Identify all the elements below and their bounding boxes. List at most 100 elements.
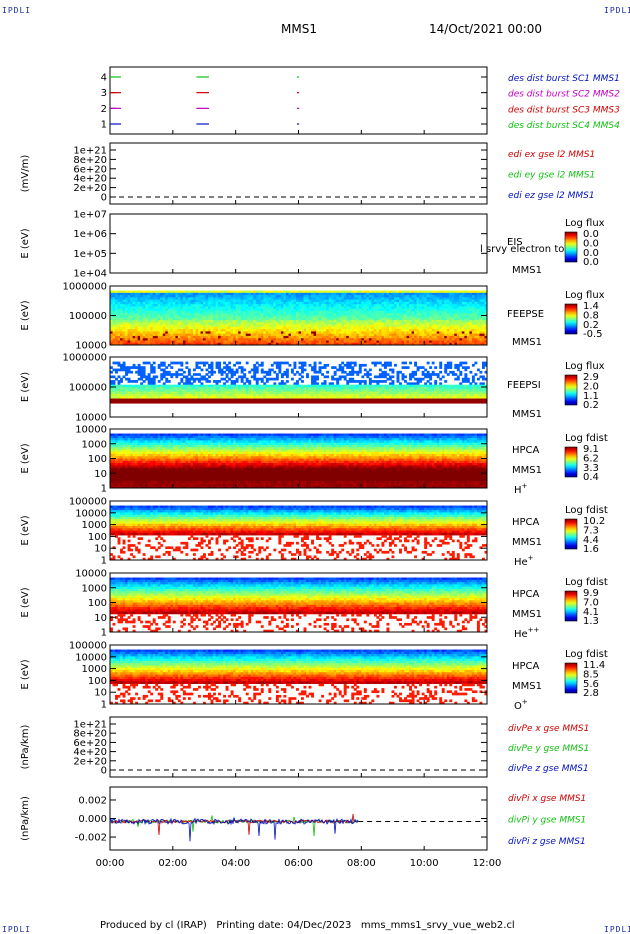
- feepse-cell: [479, 331, 483, 335]
- feepse-cell: [200, 331, 204, 335]
- feepse-cell: [260, 333, 264, 337]
- feepse-cell: [388, 335, 392, 339]
- feepse-cell: [220, 333, 224, 337]
- feepse-cell: [454, 306, 458, 310]
- feepse-cell: [243, 331, 247, 335]
- feepsi-cell: [275, 391, 279, 395]
- feepse-cell: [137, 331, 141, 335]
- feepsi-cell: [225, 387, 229, 390]
- feepsi-cell: [225, 375, 229, 379]
- feepse-cell: [449, 335, 453, 339]
- feepse-cell: [200, 335, 204, 339]
- feepse-cell: [157, 299, 161, 303]
- feepse-cell: [366, 295, 370, 298]
- feepsi-cell: [240, 400, 244, 404]
- feepse-cell: [275, 322, 279, 325]
- feepse-cell: [235, 331, 239, 335]
- feepsi-cell: [303, 389, 307, 393]
- feepse-cell: [240, 297, 244, 301]
- feepsi-cell: [283, 396, 287, 399]
- feepse-cell: [328, 326, 332, 330]
- feepse-cell: [172, 301, 176, 305]
- feepse-cell: [409, 326, 412, 330]
- feepse-cell: [245, 295, 249, 298]
- feepse-cell: [401, 331, 405, 335]
- feepse-cell: [456, 324, 460, 328]
- feepse-cell: [290, 335, 294, 339]
- feepse-cell: [469, 317, 473, 321]
- feepse-cell: [368, 304, 372, 307]
- feepsi-cell: [147, 387, 151, 390]
- feepsi-cell: [298, 384, 302, 388]
- feepse-cell: [115, 331, 118, 335]
- feepsi-cell: [225, 396, 229, 399]
- feepsi-cell: [361, 363, 365, 367]
- feepse-cell: [225, 290, 229, 294]
- feepse-cell: [464, 342, 468, 346]
- feepse-cell: [318, 331, 322, 335]
- feepsi-cell: [333, 398, 337, 402]
- feepse-cell: [197, 335, 201, 339]
- feepse-cell: [295, 342, 299, 346]
- feepse-cell: [366, 304, 370, 307]
- feepse-cell: [311, 295, 314, 298]
- feepse-cell: [117, 331, 121, 335]
- feepse-cell: [421, 329, 425, 332]
- feepse-cell: [213, 317, 216, 321]
- feepsi-cell: [230, 368, 234, 372]
- feepsi-cell: [110, 384, 113, 388]
- feepse-cell: [192, 322, 196, 325]
- feepse-cell: [303, 322, 307, 325]
- feepse-cell: [298, 297, 302, 301]
- feepse-cell: [459, 308, 463, 312]
- feepse-cell: [125, 308, 128, 312]
- feepsi-cell: [230, 373, 234, 376]
- feepse-cell: [243, 338, 247, 341]
- feepse-cell: [213, 335, 216, 339]
- feepse-cell: [278, 338, 282, 341]
- feepse-cell: [353, 329, 357, 332]
- feepse-cell: [446, 310, 450, 314]
- feepsi-cell: [197, 391, 201, 395]
- feepsi-cell: [175, 373, 179, 376]
- feepse-cell: [253, 324, 257, 328]
- feepsi-cell: [313, 363, 317, 367]
- feepse-cell: [298, 322, 302, 325]
- feepse-cell: [253, 338, 257, 341]
- feepsi-cell: [142, 387, 146, 390]
- feepse-cell: [280, 320, 284, 323]
- feepse-cell: [396, 308, 400, 312]
- feepse-cell: [195, 299, 199, 303]
- feepse-cell: [160, 306, 164, 310]
- feepse-cell: [125, 333, 128, 337]
- feepse-cell: [343, 297, 347, 301]
- feepsi-cell: [346, 396, 350, 399]
- feepse-cell: [160, 340, 164, 344]
- feepse-cell: [378, 326, 382, 330]
- feepse-cell: [235, 342, 239, 346]
- feepse-cell: [280, 317, 284, 321]
- feepse-cell: [461, 342, 465, 346]
- feepsi-cell: [162, 389, 166, 393]
- edi-ytick-label: 4e+20: [73, 174, 107, 185]
- feepse-cell: [235, 299, 239, 303]
- feepse-cell: [461, 310, 465, 314]
- feepse-cell: [130, 329, 134, 332]
- feepse-cell: [308, 315, 312, 319]
- feepse-cell: [383, 315, 387, 319]
- feepse-cell: [248, 306, 252, 310]
- feepsi-cell: [127, 368, 131, 372]
- feepse-cell: [213, 322, 216, 325]
- feepse-cell: [280, 295, 284, 298]
- feepse-cell: [180, 333, 184, 337]
- feepse-cell: [436, 299, 440, 303]
- feepse-cell: [298, 342, 302, 346]
- feepsi-cell: [117, 398, 121, 402]
- feepsi-cell: [298, 373, 302, 376]
- feepsi-cell: [218, 368, 221, 372]
- feepse-cell: [280, 313, 284, 316]
- feepse-cell: [225, 331, 229, 335]
- feepse-cell: [399, 301, 402, 305]
- feepsi-cell: [353, 361, 357, 365]
- feepse-cell: [454, 310, 458, 314]
